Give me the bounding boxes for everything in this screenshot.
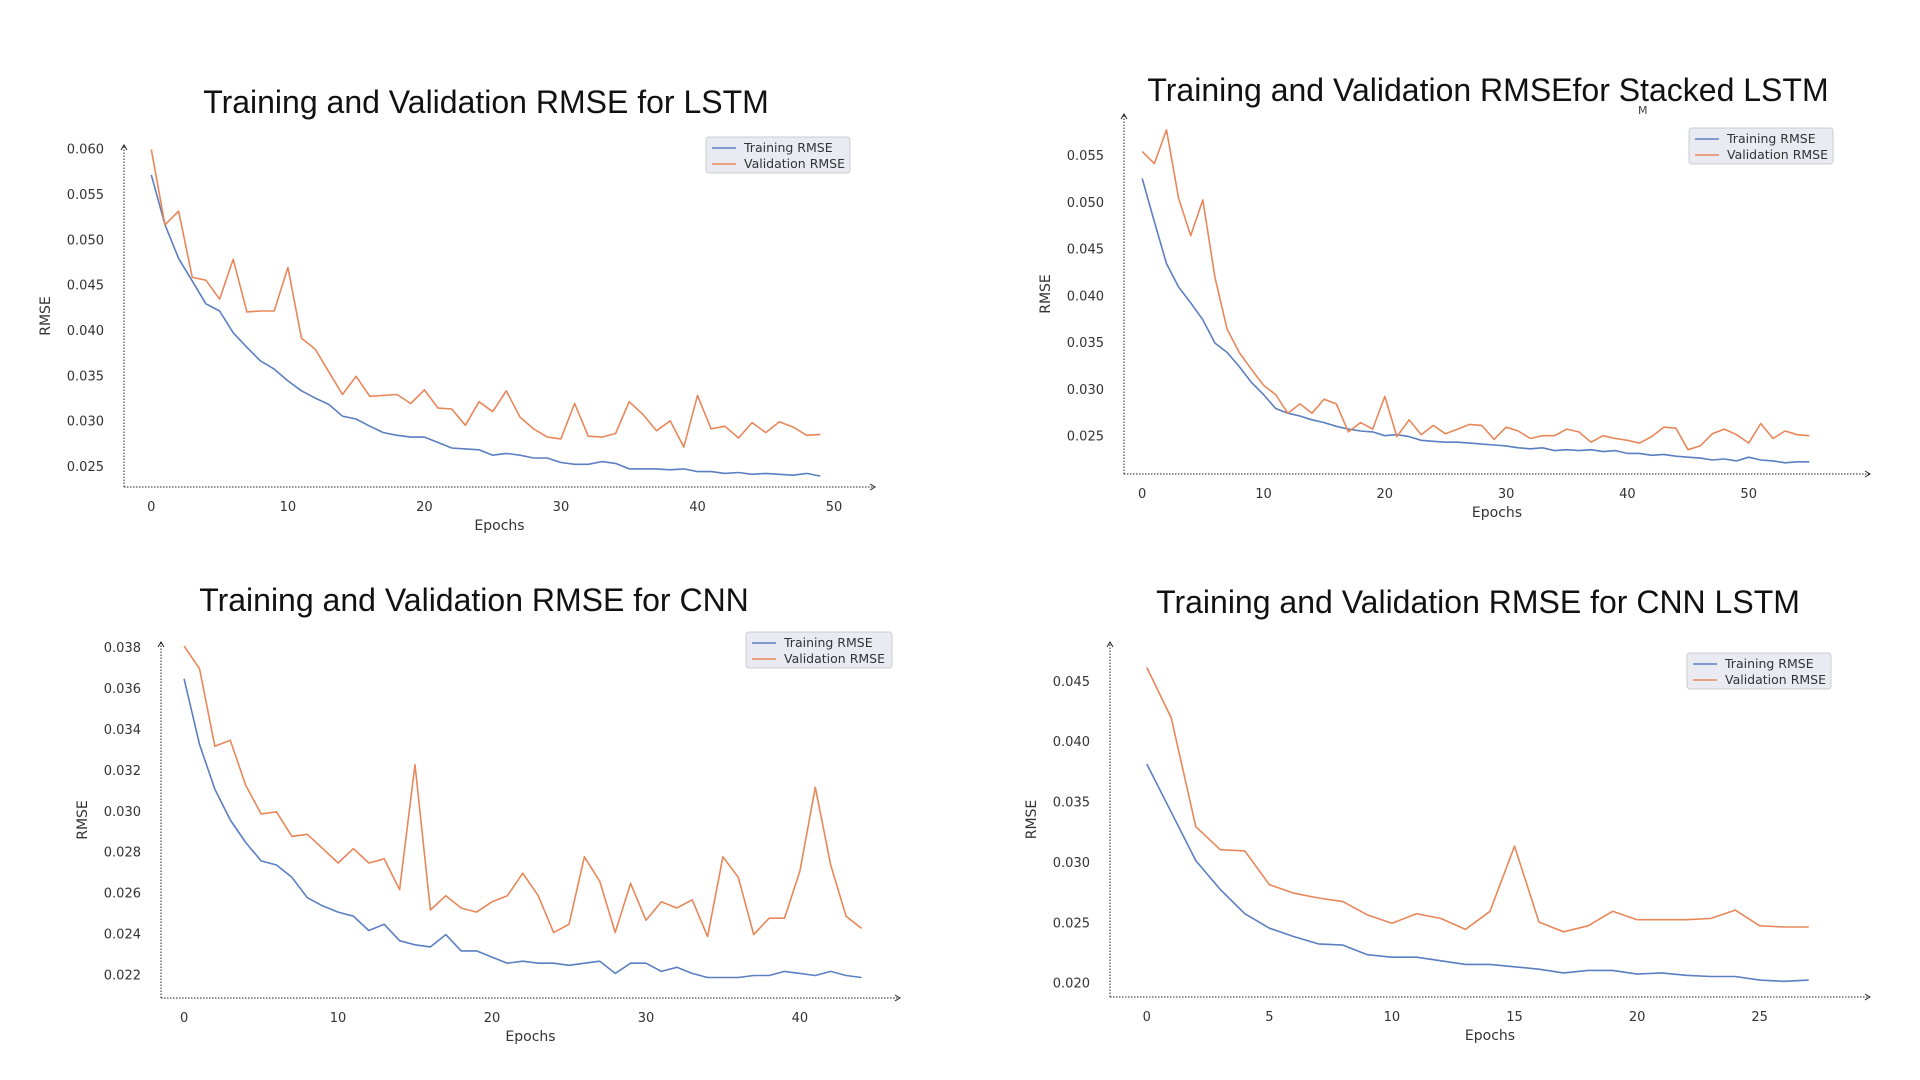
y-tick-label: 0.038 (104, 641, 141, 656)
validation-rmse-line (150, 149, 821, 448)
y-axis-arrow (157, 641, 165, 648)
training-rmse-line (1141, 178, 1810, 464)
y-axis-arrow (120, 144, 128, 151)
y-tick-label: 0.040 (67, 324, 104, 339)
y-axis-label: RMSE (38, 296, 54, 336)
x-tick-label: 30 (638, 1011, 655, 1026)
y-axis-label: RMSE (1024, 800, 1040, 840)
legend-label: Training RMSE (1726, 131, 1816, 146)
y-tick-label: 0.025 (67, 460, 104, 475)
chart-title: Training and Validation RMSEfor Stacked … (1147, 72, 1829, 108)
y-tick-label: 0.045 (1067, 243, 1104, 258)
y-tick-label: 0.030 (104, 805, 141, 820)
y-tick-label: 0.032 (104, 764, 141, 779)
x-tick-label: 5 (1265, 1010, 1273, 1025)
legend-box (745, 631, 893, 669)
x-tick-label: 10 (280, 500, 297, 515)
y-tick-label: 0.024 (104, 928, 141, 943)
y-tick-label: 0.020 (1053, 977, 1090, 992)
y-tick-label: 0.035 (1067, 336, 1104, 351)
x-tick-label: 30 (553, 500, 570, 515)
x-axis-arrow (1864, 993, 1871, 1001)
x-tick-label: 0 (180, 1011, 188, 1026)
y-tick-label: 0.035 (1053, 796, 1090, 811)
x-tick-label: 40 (792, 1011, 809, 1026)
x-axis-arrow (869, 483, 876, 491)
x-tick-label: 30 (1498, 487, 1515, 502)
y-axis-label: RMSE (1038, 274, 1054, 314)
legend-label: Validation RMSE (1727, 147, 1828, 162)
y-tick-label: 0.045 (1053, 675, 1090, 690)
chart-title: Training and Validation RMSE for LSTM (203, 84, 769, 120)
x-axis-arrow (1864, 470, 1871, 478)
y-tick-label: 0.050 (67, 233, 104, 248)
y-tick-label: 0.040 (1053, 735, 1090, 750)
training-rmse-line (183, 678, 862, 979)
y-tick-label: 0.025 (1067, 430, 1104, 445)
x-tick-label: 50 (826, 500, 843, 515)
legend-label: Validation RMSE (744, 156, 845, 171)
x-tick-label: 20 (1629, 1010, 1646, 1025)
y-tick-label: 0.022 (104, 968, 141, 983)
y-tick-label: 0.045 (67, 279, 104, 294)
x-tick-label: 0 (1138, 487, 1146, 502)
legend-box (1688, 127, 1834, 165)
y-tick-label: 0.055 (1067, 149, 1104, 164)
legend-label: Training RMSE (783, 635, 873, 650)
y-axis-label: RMSE (75, 800, 91, 840)
validation-rmse-line (1146, 667, 1809, 933)
y-axis-arrow (1120, 113, 1128, 120)
y-tick-label: 0.050 (1067, 196, 1104, 211)
y-tick-label: 0.028 (104, 846, 141, 861)
y-axis-arrow (1106, 641, 1114, 648)
y-tick-label: 0.025 (1053, 916, 1090, 931)
x-tick-label: 0 (147, 500, 155, 515)
y-tick-label: 0.060 (67, 143, 104, 158)
training-rmse-line (150, 174, 821, 477)
y-tick-label: 0.030 (1053, 856, 1090, 871)
x-tick-label: 50 (1740, 487, 1757, 502)
x-tick-label: 10 (1384, 1010, 1401, 1025)
validation-rmse-line (1141, 129, 1810, 451)
x-tick-label: 15 (1506, 1010, 1523, 1025)
y-tick-label: 0.040 (1067, 289, 1104, 304)
y-tick-label: 0.030 (67, 415, 104, 430)
legend-box (705, 136, 851, 174)
x-tick-label: 20 (416, 500, 433, 515)
y-tick-label: 0.036 (104, 682, 141, 697)
x-tick-label: 20 (1377, 487, 1394, 502)
x-tick-label: 40 (1619, 487, 1636, 502)
x-axis-label: Epochs (474, 518, 524, 534)
y-tick-label: 0.026 (104, 887, 141, 902)
x-axis-label: Epochs (1465, 1028, 1515, 1044)
legend-box (1686, 652, 1832, 690)
validation-rmse-line (183, 645, 862, 938)
x-tick-label: 0 (1143, 1010, 1151, 1025)
x-tick-label: 40 (689, 500, 706, 515)
x-tick-label: 10 (330, 1011, 347, 1026)
legend-label: Training RMSE (743, 140, 833, 155)
training-rmse-line (1146, 763, 1809, 983)
chart-title: Training and Validation RMSE for CNN (199, 582, 749, 618)
x-axis-arrow (894, 994, 901, 1002)
legend-label: Validation RMSE (784, 651, 885, 666)
y-tick-label: 0.055 (67, 188, 104, 203)
y-tick-label: 0.030 (1067, 383, 1104, 398)
y-tick-label: 0.035 (67, 369, 104, 384)
stray-mark: M (1638, 104, 1648, 117)
x-axis-label: Epochs (505, 1029, 555, 1045)
x-axis-label: Epochs (1472, 505, 1522, 521)
chart-title: Training and Validation RMSE for CNN LST… (1156, 584, 1800, 620)
legend-label: Validation RMSE (1725, 672, 1826, 687)
y-tick-label: 0.034 (104, 723, 141, 738)
x-tick-label: 20 (484, 1011, 501, 1026)
x-tick-label: 10 (1255, 487, 1272, 502)
legend-label: Training RMSE (1724, 656, 1814, 671)
x-tick-label: 25 (1751, 1010, 1768, 1025)
